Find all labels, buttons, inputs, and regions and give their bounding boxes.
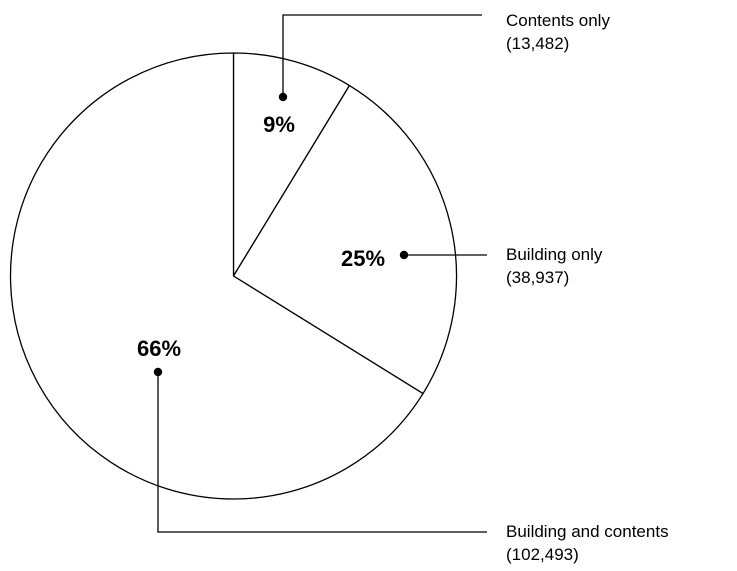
slice-percent-contents-only: 9% — [263, 112, 295, 137]
callout-label-building-only: Building only — [506, 245, 603, 264]
leader-line-contents-only — [282, 14, 482, 97]
callout-count-contents-only: (13,482) — [506, 34, 569, 53]
slice-percent-building-only: 25% — [341, 246, 385, 271]
callout-count-building-only: (38,937) — [506, 268, 569, 287]
leader-dot-contents-only — [278, 92, 288, 102]
pie-slice-building-and-contents — [9, 52, 424, 500]
pie-slices — [9, 52, 458, 500]
leader-line-building-and-contents — [157, 372, 487, 533]
callout-count-building-and-contents: (102,493) — [506, 545, 579, 564]
leader-dot-building-and-contents — [153, 367, 163, 377]
leader-dot-building-only — [399, 250, 409, 260]
pie-slice-building-only — [232, 84, 458, 395]
slice-percent-building-and-contents: 66% — [137, 336, 181, 361]
callout-label-contents-only: Contents only — [506, 11, 610, 30]
pie-slice-contents-only — [232, 52, 351, 277]
callout-label-building-and-contents: Building and contents — [506, 522, 669, 541]
